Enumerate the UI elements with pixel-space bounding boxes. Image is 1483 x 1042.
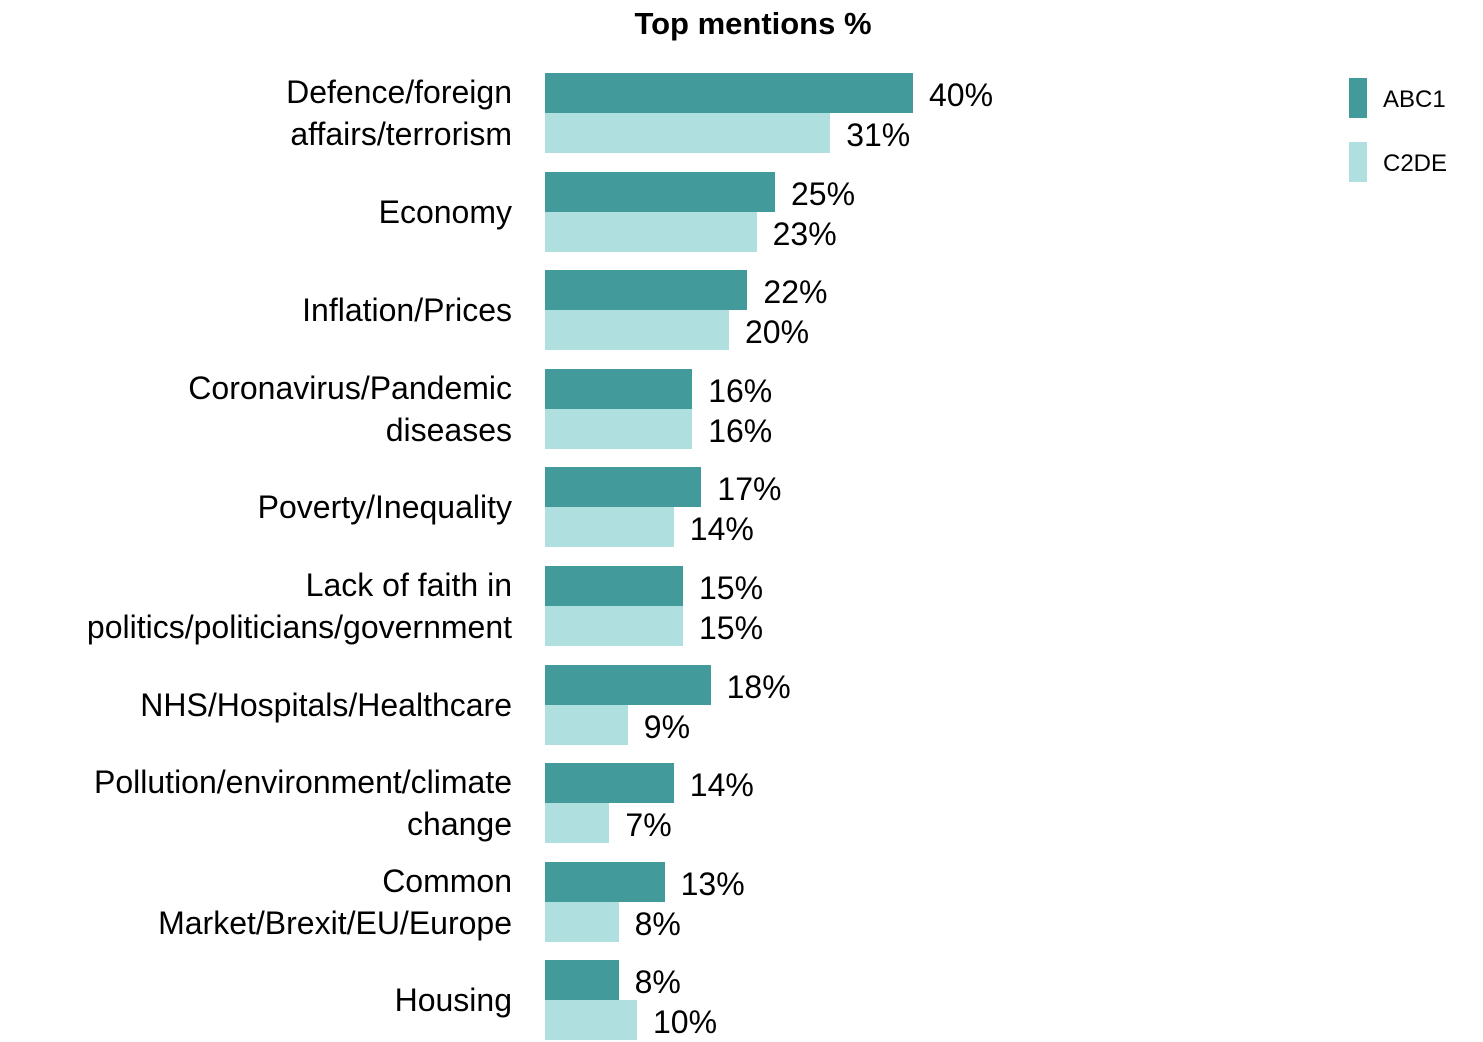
bar bbox=[545, 803, 610, 844]
category-label: Housing bbox=[394, 982, 512, 1019]
category-label: Lack of faith in politics/politicians/go… bbox=[86, 567, 512, 645]
bar bbox=[545, 73, 913, 113]
value-label: 22% bbox=[763, 274, 828, 311]
value-label: 15% bbox=[699, 610, 764, 646]
bar bbox=[545, 664, 711, 705]
bar bbox=[545, 270, 748, 311]
value-label: 9% bbox=[643, 708, 691, 745]
bar bbox=[545, 704, 628, 745]
bar bbox=[545, 901, 619, 942]
bar bbox=[545, 566, 683, 606]
category-label: Poverty/Inequality bbox=[257, 489, 512, 526]
value-label: 14% bbox=[689, 767, 754, 804]
legend-label: C2DE bbox=[1383, 150, 1448, 177]
value-label: 8% bbox=[634, 964, 681, 1001]
category-label: Pollution/environment/climate change bbox=[94, 764, 512, 843]
bar bbox=[545, 763, 674, 804]
bar bbox=[545, 467, 702, 508]
value-label: 23% bbox=[772, 215, 837, 252]
legend-swatch bbox=[1349, 142, 1367, 182]
value-label: 8% bbox=[634, 905, 681, 942]
category-label: Economy bbox=[378, 193, 512, 230]
bar bbox=[545, 606, 683, 646]
bar bbox=[545, 408, 693, 449]
value-label: 16% bbox=[708, 372, 773, 409]
legend-label: ABC1 bbox=[1383, 86, 1446, 113]
bar bbox=[545, 211, 757, 252]
value-label: 18% bbox=[726, 668, 791, 705]
value-label: 15% bbox=[699, 570, 764, 606]
value-label: 16% bbox=[708, 412, 773, 449]
category-label: NHS/Hospitals/Healthcare bbox=[140, 686, 512, 723]
value-label: 40% bbox=[929, 77, 994, 113]
legend-swatch bbox=[1349, 78, 1367, 118]
bar bbox=[545, 368, 693, 409]
bar bbox=[545, 1000, 637, 1041]
value-label: 14% bbox=[689, 511, 754, 548]
value-label: 31% bbox=[846, 117, 911, 153]
bar bbox=[545, 960, 619, 1001]
bar bbox=[545, 171, 775, 212]
bar bbox=[545, 861, 665, 902]
bar bbox=[545, 113, 831, 153]
value-label: 17% bbox=[717, 471, 782, 508]
category-label: Inflation/Prices bbox=[302, 292, 512, 329]
value-label: 25% bbox=[791, 175, 856, 212]
category-label: Common Market/Brexit/EU/Europe bbox=[158, 862, 512, 941]
bar bbox=[545, 507, 674, 548]
value-label: 13% bbox=[680, 865, 745, 902]
value-label: 10% bbox=[653, 1004, 718, 1041]
category-label: Coronavirus/Pandemic diseases bbox=[188, 369, 512, 448]
category-label: Defence/foreign affairs/terrorism bbox=[286, 74, 512, 152]
value-label: 7% bbox=[625, 807, 672, 844]
bar bbox=[545, 310, 729, 351]
chart-title: Top mentions % bbox=[634, 6, 872, 41]
value-label: 20% bbox=[745, 314, 810, 351]
